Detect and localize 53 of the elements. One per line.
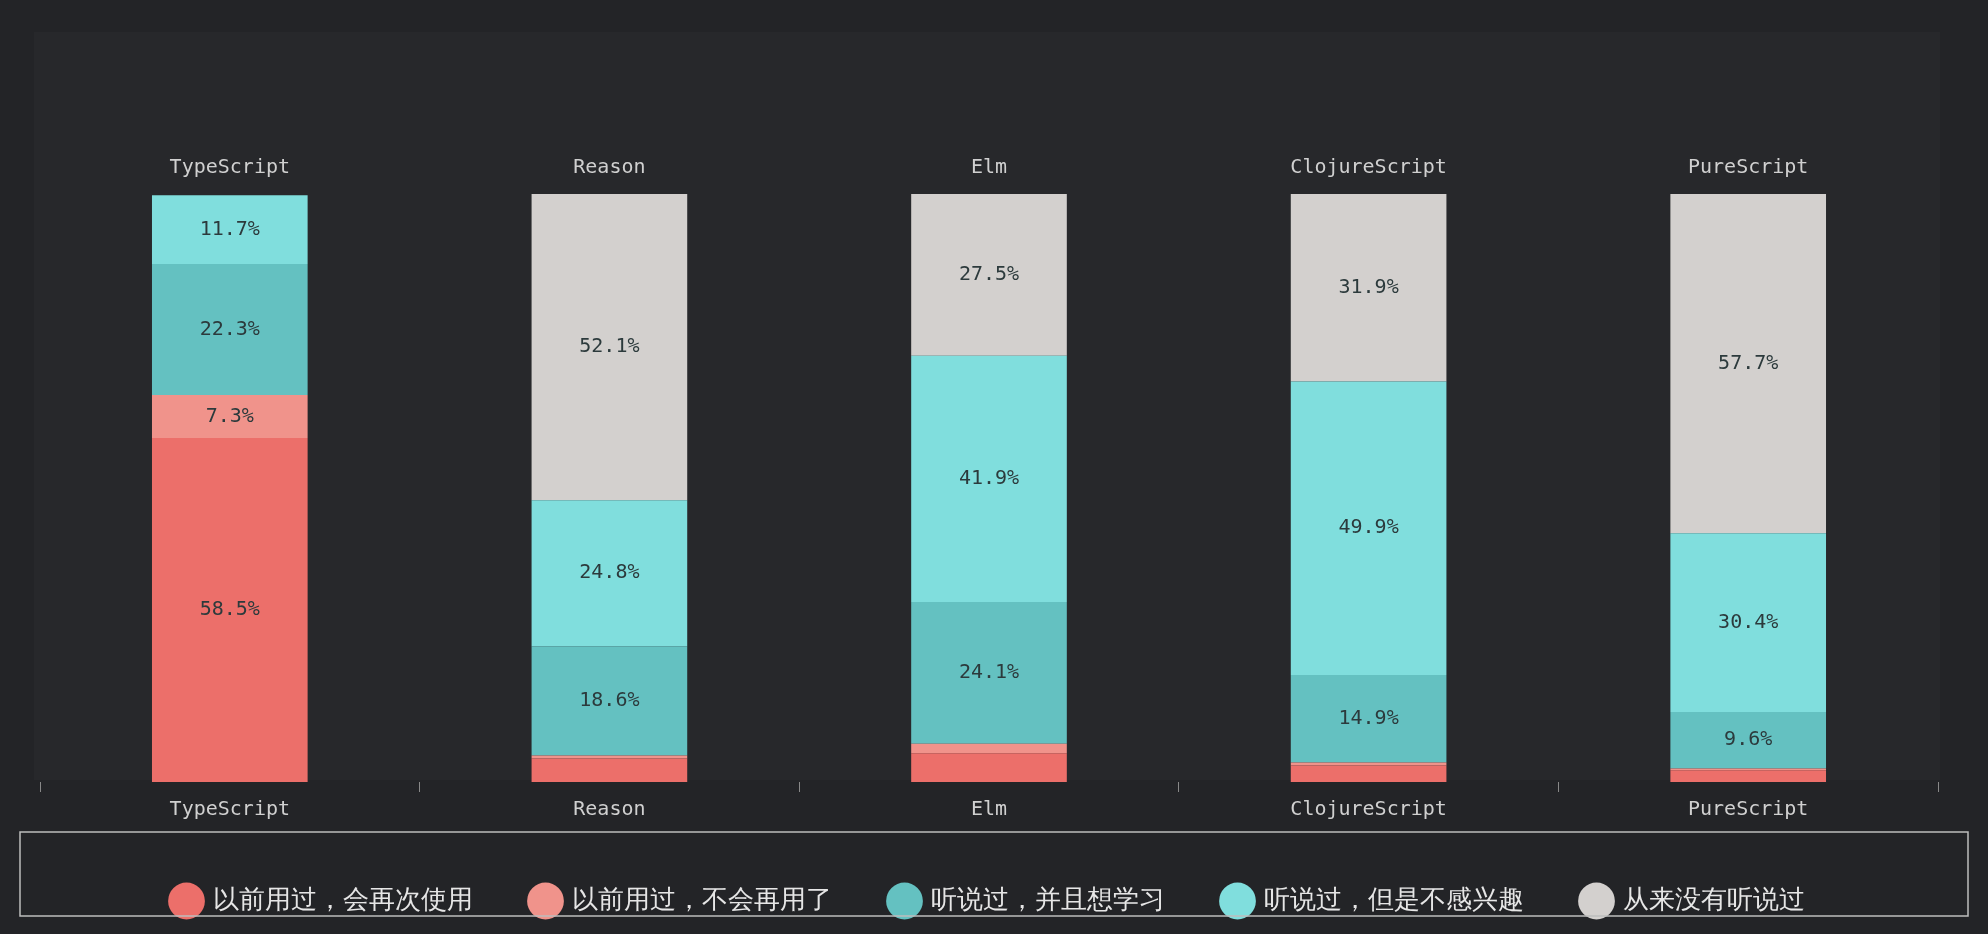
data-label: 30.4%: [1718, 608, 1779, 633]
bar: [1670, 194, 1827, 534]
legend-label: 以前用过，会再次使用: [212, 883, 473, 914]
data-label: 11.7%: [199, 215, 260, 240]
data-label: 41.9%: [958, 465, 1020, 490]
data-label: 52.1%: [579, 333, 640, 358]
category-label: PureScript: [1687, 154, 1809, 179]
bar: [531, 758, 688, 782]
bar: [911, 743, 1067, 754]
data-label: 9.6%: [1724, 726, 1773, 751]
bar: [911, 602, 1067, 744]
bar: [1670, 712, 1827, 769]
x-tick-label: PureScript: [1687, 796, 1809, 821]
bar: [1290, 194, 1447, 382]
legend-label: 听说过，并且想学习: [930, 883, 1165, 914]
bar: [1670, 770, 1827, 782]
legend-label: 以前用过，不会再用了: [571, 883, 832, 914]
data-label: 49.9%: [1338, 514, 1399, 539]
category-label: TypeScript: [169, 154, 291, 179]
bar: [1290, 765, 1447, 782]
x-tick-label: TypeScript: [169, 796, 291, 821]
data-label: 24.1%: [958, 659, 1020, 684]
bar: [911, 355, 1067, 603]
bar: [911, 753, 1067, 782]
bar: [1670, 533, 1827, 713]
category-label: Reason: [573, 154, 646, 179]
data-label: 24.8%: [579, 559, 640, 584]
bar: [151, 263, 308, 396]
bar: [1290, 762, 1447, 766]
x-tick-label: Elm: [970, 796, 1008, 821]
data-label: 18.6%: [579, 687, 640, 712]
bar: [151, 438, 308, 782]
data-label: 27.5%: [958, 261, 1020, 286]
data-label: 58.5%: [199, 596, 260, 621]
x-tick-label: Reason: [573, 796, 646, 821]
data-label: 57.7%: [1718, 349, 1779, 374]
legend-label: 从来没有听说过: [1622, 883, 1805, 914]
bar: [531, 646, 688, 756]
bar: [911, 194, 1067, 356]
category-label: ClojureScript: [1290, 154, 1447, 179]
category-label: Elm: [970, 154, 1008, 179]
data-label: 22.3%: [199, 315, 260, 340]
data-label: 31.9%: [1338, 273, 1399, 298]
data-label: 14.9%: [1338, 704, 1399, 729]
x-tick-label: ClojureScript: [1290, 796, 1447, 821]
bar: [1290, 381, 1447, 675]
data-label: 7.3%: [205, 402, 254, 427]
bar: [531, 500, 688, 647]
bar: [151, 395, 308, 439]
bar: [531, 194, 688, 501]
bar: [1290, 674, 1447, 763]
legend-label: 听说过，但是不感兴趣: [1263, 883, 1524, 914]
bar: [151, 195, 308, 264]
